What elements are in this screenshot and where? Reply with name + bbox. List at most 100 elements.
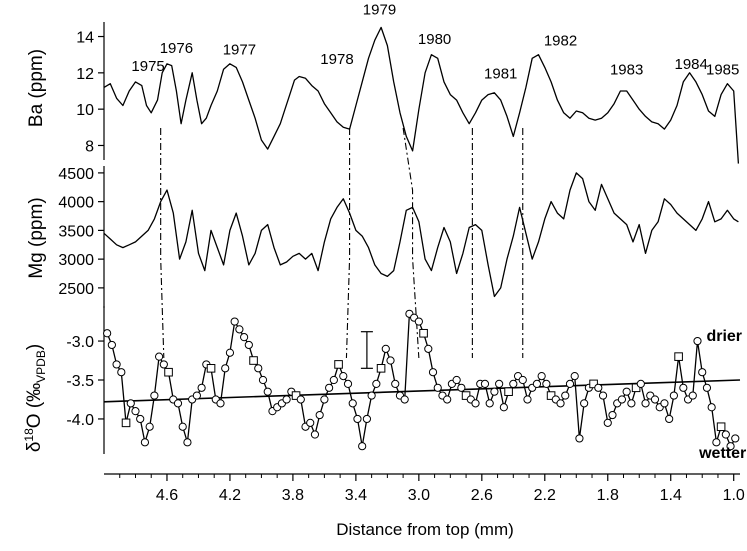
data-point xyxy=(329,375,338,385)
data-point xyxy=(310,430,320,439)
year-label: 1978 xyxy=(320,51,353,68)
x-tick-label: 1.4 xyxy=(660,487,682,504)
data-point xyxy=(414,317,423,326)
y-tick-label-Ba: 8 xyxy=(85,138,94,155)
data-point xyxy=(594,383,603,392)
data-point xyxy=(603,418,612,427)
year-label: 1981 xyxy=(484,65,517,82)
year-label: 1984 xyxy=(675,56,708,73)
d18o-label-mid: O (‰ xyxy=(24,383,45,428)
y-tick-label-Ba: 14 xyxy=(76,30,94,47)
y-tick-label-d18O: -3.0 xyxy=(66,334,94,351)
data-point xyxy=(457,383,466,392)
data-point xyxy=(636,379,645,388)
x-tick-label: 2.6 xyxy=(471,487,493,504)
y-tick-label-Mg: 3000 xyxy=(58,252,94,269)
data-point xyxy=(698,368,707,377)
correlation-line xyxy=(345,128,351,359)
data-point xyxy=(518,375,527,385)
data-point xyxy=(306,418,315,427)
data-point-square xyxy=(121,418,131,428)
data-point xyxy=(258,375,268,385)
data-point xyxy=(688,391,697,400)
data-point xyxy=(343,379,353,388)
correlation-line xyxy=(402,127,420,359)
data-point xyxy=(580,399,589,408)
data-point xyxy=(532,379,542,388)
data-point xyxy=(386,356,395,365)
data-point xyxy=(471,399,480,408)
data-point xyxy=(669,391,678,400)
year-label: 1985 xyxy=(706,62,739,79)
y-tick-label-d18O: -4.0 xyxy=(66,412,94,429)
data-point xyxy=(495,379,504,388)
d18o-label-sup: 18 xyxy=(22,428,36,442)
y-tick-label-Ba: 12 xyxy=(76,66,94,83)
data-point xyxy=(726,442,735,451)
data-point xyxy=(244,340,253,350)
x-axis-label: Distance from top (mm) xyxy=(336,520,514,539)
data-point xyxy=(499,403,508,412)
year-label: 1983 xyxy=(610,62,643,79)
data-point xyxy=(325,383,334,392)
data-point-square xyxy=(164,367,173,377)
label-drier: drier xyxy=(706,328,742,345)
d18o-y-axis-label: δ18O (‰VPDB) xyxy=(22,344,48,452)
data-point xyxy=(136,414,145,424)
data-point-square xyxy=(504,387,513,396)
d18o-label-delta: δ xyxy=(24,442,45,453)
ba-y-axis-label: Ba (ppm) xyxy=(26,49,47,127)
data-point xyxy=(216,399,225,408)
data-point xyxy=(542,379,551,388)
data-point xyxy=(225,348,235,357)
data-point xyxy=(428,368,438,377)
data-point-square xyxy=(249,356,258,365)
data-point xyxy=(107,340,116,350)
data-point xyxy=(523,395,532,404)
data-point xyxy=(721,430,730,439)
data-point xyxy=(561,391,570,400)
x-tick-label: 3.4 xyxy=(345,487,367,504)
data-point xyxy=(537,372,546,381)
data-point xyxy=(556,399,565,408)
x-tick-label: 3.0 xyxy=(408,487,430,504)
data-point xyxy=(617,395,627,404)
data-point xyxy=(103,329,112,338)
data-point xyxy=(665,414,674,424)
data-point xyxy=(679,383,688,392)
correlation-lines xyxy=(160,127,524,359)
data-point xyxy=(480,379,490,388)
data-point xyxy=(282,395,291,404)
y-tick-label-Mg: 4500 xyxy=(58,166,94,183)
mg-panel xyxy=(103,172,739,298)
data-point xyxy=(221,364,230,373)
x-tick-label: 4.2 xyxy=(219,487,241,504)
data-point xyxy=(353,414,362,424)
data-point xyxy=(660,399,669,408)
data-point xyxy=(183,438,192,447)
data-point xyxy=(565,379,575,388)
x-tick-label: 3.8 xyxy=(282,487,304,504)
year-label: 1977 xyxy=(223,42,256,59)
data-point xyxy=(650,395,660,404)
d18o-panel: drier wetter xyxy=(103,309,746,462)
data-point xyxy=(296,395,305,404)
year-label: 1980 xyxy=(418,31,451,48)
data-point xyxy=(702,383,712,392)
data-point xyxy=(358,442,367,451)
data-point xyxy=(391,379,400,388)
data-point xyxy=(598,391,608,400)
data-point xyxy=(570,372,579,381)
data-point xyxy=(693,336,702,346)
data-point xyxy=(240,333,249,342)
data-point xyxy=(131,407,140,416)
d18o-label-end: ) xyxy=(24,344,45,350)
data-point xyxy=(178,422,187,431)
x-tick-label: 1.8 xyxy=(597,487,619,504)
data-point xyxy=(173,399,183,408)
data-point-square xyxy=(376,364,386,373)
data-point xyxy=(731,434,740,443)
year-label: 1979 xyxy=(363,2,396,19)
data-point xyxy=(235,325,244,334)
